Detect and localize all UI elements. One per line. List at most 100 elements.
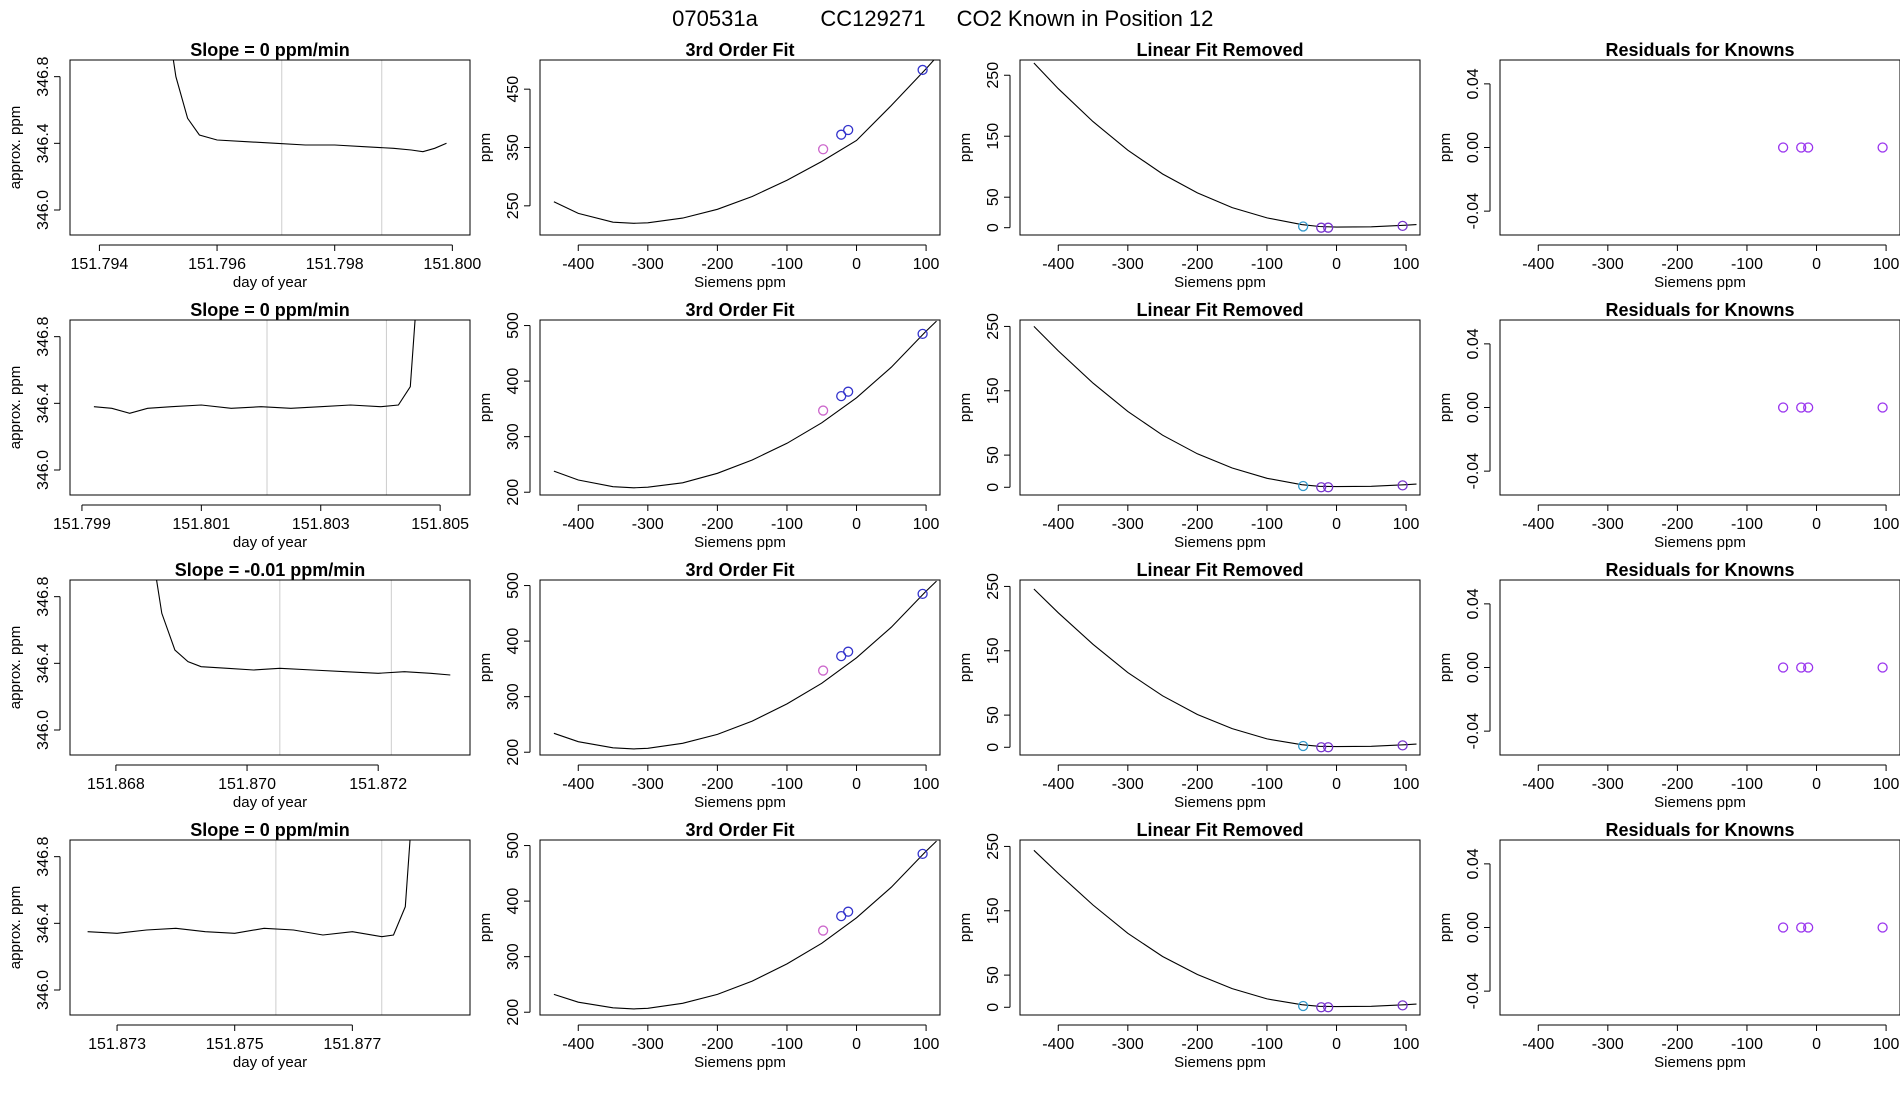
y-tick-label: 346.4	[35, 383, 52, 423]
data-point	[836, 129, 847, 140]
x-tick-label: -400	[562, 516, 594, 533]
x-tick-label: -200	[1181, 776, 1213, 793]
x-tick-label: -400	[1522, 776, 1554, 793]
y-tick-label: 250	[985, 833, 1002, 860]
plot-area	[1033, 588, 1417, 748]
fit-curve	[553, 60, 935, 224]
y-tick-label: -0.04	[1465, 973, 1482, 1010]
x-tick-label: -300	[632, 516, 664, 533]
y-tick-label: 346.4	[35, 643, 52, 683]
y-tick-label: 300	[505, 943, 522, 970]
data-point	[817, 405, 829, 416]
y-tick-label: 346.4	[35, 903, 52, 943]
y-tick-label: 250	[505, 192, 522, 219]
x-tick-label: -100	[771, 516, 803, 533]
fit-curve	[553, 320, 937, 489]
data-point	[1397, 1000, 1408, 1011]
panel-title: Linear Fit Removed	[1136, 300, 1303, 320]
y-tick-label: 200	[505, 999, 522, 1026]
x-tick-label: 151.799	[53, 516, 111, 533]
data-point	[1803, 142, 1814, 153]
data-point	[1397, 480, 1408, 491]
data-point	[1397, 220, 1408, 232]
panel-title: Slope = 0 ppm/min	[190, 40, 350, 60]
x-tick-label: -100	[1251, 776, 1283, 793]
x-tick-label: -300	[1592, 256, 1624, 273]
x-axis-label: Siemens ppm	[694, 794, 786, 811]
series-line	[156, 580, 451, 676]
y-axis-label: ppm	[477, 393, 494, 422]
panel-title: Residuals for Knowns	[1605, 560, 1794, 580]
plot-frame	[539, 839, 941, 1016]
data-point	[1803, 662, 1814, 673]
x-tick-label: -300	[1592, 776, 1624, 793]
panel-3-4: Residuals for Knowns -400 -300 -200 -100 0 100…	[1437, 560, 1900, 811]
x-tick-label: -400	[1522, 1036, 1554, 1053]
x-axis-label: Siemens ppm	[1174, 534, 1266, 551]
y-tick-label: 0.00	[1465, 912, 1482, 943]
y-tick-label: 346.0	[35, 970, 52, 1010]
x-tick-label: 100	[913, 1036, 940, 1053]
y-tick-label: 50	[985, 188, 1002, 206]
y-axis-label: ppm	[1437, 913, 1454, 942]
y-axis-label: ppm	[957, 913, 974, 942]
panel-2-4: Residuals for Knowns -400 -300 -200 -100 0 100…	[1437, 300, 1900, 551]
x-axis-label: day of year	[233, 1054, 307, 1071]
data-point	[1803, 922, 1814, 933]
x-tick-label: -400	[1522, 256, 1554, 273]
x-tick-label: -100	[771, 776, 803, 793]
plot-area	[93, 320, 416, 414]
x-tick-label: -200	[701, 256, 733, 273]
panel-title: Slope = 0 ppm/min	[190, 820, 350, 840]
data-point	[1796, 662, 1807, 673]
x-tick-label: -400	[1042, 256, 1074, 273]
panel-title: Residuals for Knowns	[1605, 300, 1794, 320]
fit-curve	[553, 840, 937, 1010]
x-tick-label: 0	[1812, 516, 1821, 533]
x-tick-label: 151.877	[323, 1036, 381, 1053]
x-tick-label: -100	[1251, 256, 1283, 273]
data-point	[843, 906, 854, 917]
x-tick-label: -300	[1112, 1036, 1144, 1053]
panel-4-4: Residuals for Knowns -400 -300 -200 -100 0 100…	[1437, 820, 1900, 1071]
y-tick-label: 200	[505, 479, 522, 506]
x-tick-label: 100	[1393, 516, 1420, 533]
figure-title-run-id: 070531a	[672, 6, 758, 31]
panel-title: 3rd Order Fit	[685, 300, 794, 320]
x-tick-label: 100	[1873, 776, 1900, 793]
plot-frame	[1019, 839, 1421, 1016]
x-tick-label: 151.805	[411, 516, 469, 533]
fit-curve	[1033, 326, 1417, 488]
plot-frame	[69, 319, 471, 496]
plot-frame	[69, 839, 471, 1016]
y-axis-label: approx. ppm	[7, 366, 24, 449]
y-axis-label: ppm	[957, 393, 974, 422]
y-tick-label: 150	[985, 637, 1002, 664]
y-axis-label: ppm	[1437, 653, 1454, 682]
x-tick-label: -400	[562, 776, 594, 793]
y-axis-label: ppm	[957, 133, 974, 162]
y-tick-label: 150	[985, 897, 1002, 924]
y-tick-label: 300	[505, 683, 522, 710]
y-tick-label: 150	[985, 123, 1002, 150]
y-axis-label: ppm	[477, 133, 494, 162]
x-tick-label: -200	[1661, 256, 1693, 273]
panel-title: Residuals for Knowns	[1605, 40, 1794, 60]
data-point	[817, 144, 829, 155]
data-point	[1397, 740, 1408, 751]
y-tick-label: 346.8	[35, 317, 52, 357]
plot-frame	[539, 319, 941, 496]
y-axis-label: ppm	[477, 913, 494, 942]
plot-frame	[1499, 319, 1900, 496]
data-point	[843, 646, 854, 657]
y-tick-label: 50	[985, 966, 1002, 984]
data-point	[1297, 740, 1309, 752]
y-tick-label: 250	[985, 62, 1002, 89]
data-point	[1877, 922, 1888, 933]
y-tick-label: 500	[505, 312, 522, 339]
y-tick-label: 346.0	[35, 710, 52, 750]
y-tick-label: 0	[985, 223, 1002, 232]
x-tick-label: -100	[1251, 1036, 1283, 1053]
data-point	[817, 925, 829, 936]
data-point	[1297, 480, 1309, 492]
